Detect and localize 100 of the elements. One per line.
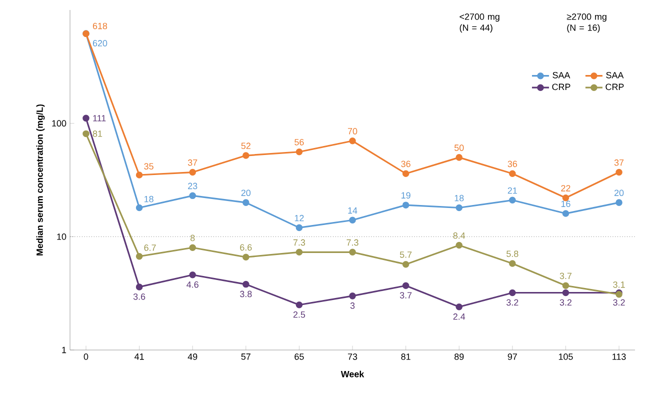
y-tick-label: 100 bbox=[52, 120, 66, 127]
point bbox=[456, 242, 462, 249]
annotation: ≥2700 mg (N = 16) bbox=[566, 14, 606, 33]
data-label: 50 bbox=[454, 144, 464, 151]
data-label: 20 bbox=[614, 190, 624, 196]
x-tick-label: 0 bbox=[84, 354, 88, 360]
data-label: 70 bbox=[348, 128, 358, 134]
point bbox=[82, 114, 90, 122]
data-label: 36 bbox=[401, 160, 410, 168]
point bbox=[349, 216, 356, 224]
point bbox=[349, 292, 356, 300]
point bbox=[562, 210, 570, 217]
x-tick-label: 113 bbox=[612, 354, 626, 360]
point bbox=[136, 252, 143, 260]
legend-label: CRP bbox=[606, 84, 624, 90]
legend-label: SAA bbox=[552, 72, 570, 78]
data-label: 3.8 bbox=[240, 290, 252, 298]
data-label: 111 bbox=[93, 115, 106, 122]
point bbox=[456, 304, 462, 310]
data-label: 3.7 bbox=[560, 272, 572, 280]
point bbox=[402, 202, 410, 208]
point bbox=[189, 244, 196, 252]
point bbox=[296, 224, 303, 232]
data-label: 19 bbox=[402, 192, 410, 199]
point bbox=[616, 199, 622, 206]
data-label: 5.7 bbox=[400, 252, 412, 258]
x-tick-label: 97 bbox=[508, 354, 517, 360]
x-axis-title: Week bbox=[340, 370, 364, 378]
x-tick-label: 57 bbox=[241, 354, 250, 360]
point bbox=[189, 192, 196, 200]
data-label: 3.6 bbox=[133, 293, 146, 300]
legend-label: CRP bbox=[552, 84, 570, 90]
data-label: 2.4 bbox=[453, 313, 466, 320]
point bbox=[402, 260, 410, 268]
data-label: 18 bbox=[454, 194, 464, 202]
x-tick-label: 65 bbox=[294, 354, 304, 360]
data-label: 18 bbox=[144, 196, 154, 202]
point bbox=[349, 248, 356, 256]
data-label: 12 bbox=[294, 214, 304, 222]
data-label: 3.2 bbox=[613, 299, 625, 306]
point bbox=[402, 170, 410, 178]
data-label: 20 bbox=[241, 190, 251, 196]
point bbox=[509, 196, 516, 204]
data-label: 8 bbox=[190, 234, 195, 242]
data-label: 3.1 bbox=[613, 281, 625, 288]
data-label: 16 bbox=[561, 200, 570, 208]
data-label: 2.5 bbox=[293, 311, 306, 318]
point bbox=[189, 271, 196, 278]
point bbox=[562, 289, 570, 296]
x-tick-label: 41 bbox=[134, 354, 144, 360]
data-label: 6.7 bbox=[144, 244, 156, 251]
point bbox=[402, 282, 410, 289]
data-label: 56 bbox=[294, 139, 304, 146]
point bbox=[296, 148, 303, 156]
data-label: 35 bbox=[144, 163, 154, 170]
y-tick-label: 10 bbox=[57, 233, 66, 240]
y-tick-label: 1 bbox=[62, 346, 66, 354]
data-label: 3.2 bbox=[560, 299, 572, 306]
point bbox=[456, 204, 462, 212]
data-label: 81 bbox=[92, 130, 102, 137]
annotation: <2700 mg (N = 44) bbox=[460, 14, 500, 33]
data-label: 3.2 bbox=[506, 299, 518, 306]
data-label: 3.7 bbox=[400, 292, 412, 298]
data-label: 5.8 bbox=[506, 250, 518, 257]
data-label: 7.3 bbox=[346, 239, 358, 246]
data-label: 618 bbox=[92, 22, 108, 30]
data-label: 3 bbox=[350, 302, 355, 309]
legend-label: SAA bbox=[606, 72, 624, 78]
point bbox=[136, 204, 143, 212]
x-tick-label: 73 bbox=[348, 354, 358, 360]
point bbox=[136, 172, 143, 178]
point bbox=[509, 289, 516, 296]
data-label: 4.6 bbox=[186, 281, 198, 288]
x-tick-label: 89 bbox=[454, 354, 464, 360]
point bbox=[296, 248, 303, 256]
point bbox=[189, 168, 196, 176]
data-label: 22 bbox=[561, 185, 570, 192]
point bbox=[616, 168, 622, 176]
x-tick-label: 81 bbox=[401, 354, 410, 360]
point bbox=[242, 280, 250, 288]
point bbox=[562, 282, 570, 289]
data-label: 37 bbox=[614, 159, 624, 166]
data-label: 37 bbox=[188, 159, 198, 166]
data-label: 7.3 bbox=[293, 239, 306, 246]
point bbox=[82, 130, 90, 138]
data-label: 620 bbox=[92, 40, 108, 46]
data-label: 8.4 bbox=[453, 232, 466, 239]
data-label: 21 bbox=[508, 187, 517, 194]
point bbox=[509, 170, 516, 178]
point bbox=[349, 138, 356, 144]
x-tick-label: 105 bbox=[558, 354, 573, 360]
y-axis-title: Median serum concentration (mg/L) bbox=[36, 104, 45, 256]
data-label: 23 bbox=[188, 182, 198, 190]
x-tick-label: 49 bbox=[188, 354, 198, 360]
point bbox=[242, 254, 250, 261]
data-label: 52 bbox=[241, 142, 250, 150]
point bbox=[242, 199, 250, 206]
data-label: 36 bbox=[508, 160, 518, 168]
point bbox=[242, 152, 250, 159]
point bbox=[136, 284, 143, 290]
